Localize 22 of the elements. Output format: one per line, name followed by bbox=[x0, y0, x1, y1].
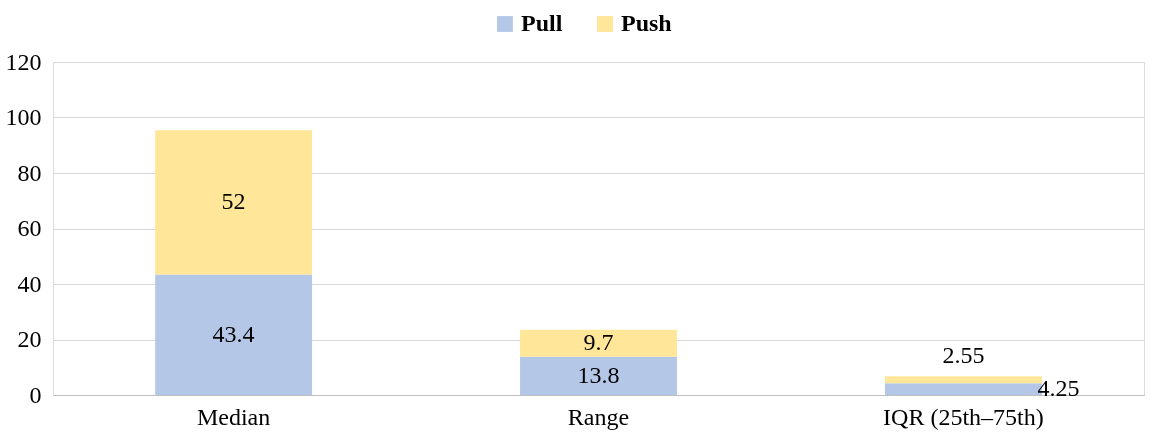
y-tick-label: 120 bbox=[5, 48, 42, 75]
y-tick-label: 40 bbox=[17, 270, 42, 297]
y-tick-label: 0 bbox=[29, 381, 42, 408]
y-tick-label: 60 bbox=[17, 215, 42, 241]
data-label: 2.55 bbox=[942, 342, 985, 369]
y-tick-label: 100 bbox=[5, 104, 42, 130]
x-tick-label: Median bbox=[196, 403, 271, 430]
y-tick-label: 20 bbox=[17, 326, 42, 352]
bar bbox=[520, 329, 677, 357]
data-label: 4.25 bbox=[1037, 375, 1080, 402]
legend-label: Push bbox=[621, 10, 672, 36]
legend-label: Pull bbox=[521, 10, 563, 36]
y-tick-label: 80 bbox=[17, 159, 42, 186]
data-label: 13.8 bbox=[577, 361, 620, 388]
bar bbox=[155, 274, 313, 395]
x-tick-label: IQR (25th–75th) bbox=[883, 403, 1044, 430]
bar bbox=[520, 356, 677, 395]
data-label: 43.4 bbox=[212, 320, 255, 347]
bar bbox=[155, 130, 313, 275]
x-tick-label: Range bbox=[567, 403, 630, 430]
data-label: 52 bbox=[221, 188, 246, 215]
data-label: 9.7 bbox=[583, 329, 614, 356]
